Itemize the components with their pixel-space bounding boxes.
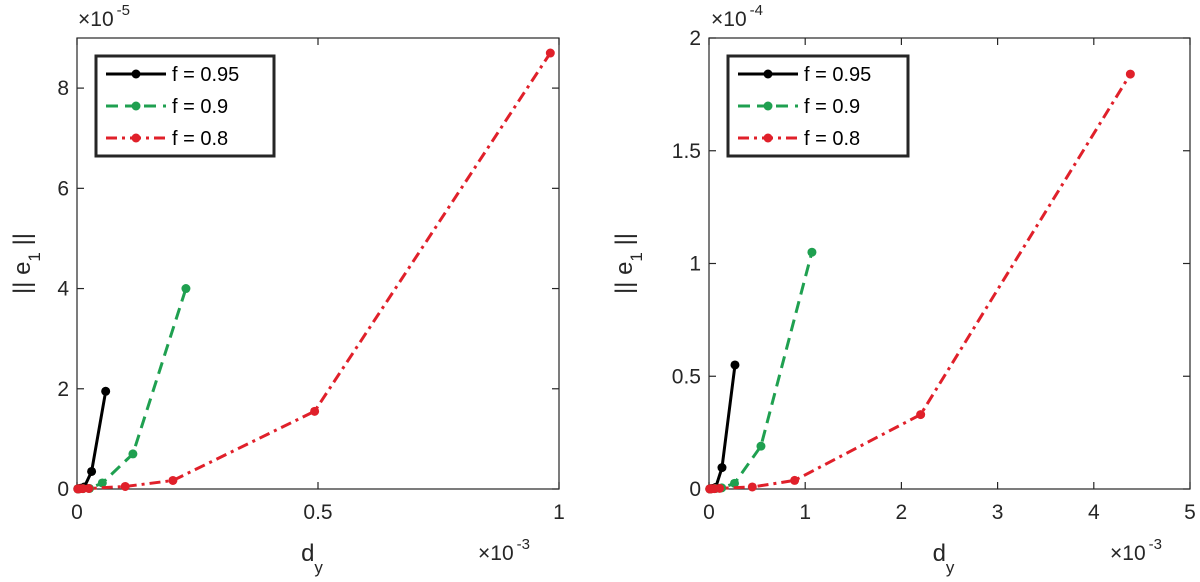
y-tick-label: 2 [57, 378, 69, 401]
data-point [730, 360, 740, 370]
legend-label: f = 0.95 [804, 64, 871, 86]
data-point [87, 466, 97, 476]
legend-marker [131, 133, 141, 143]
data-point [181, 284, 191, 294]
data-point [97, 478, 107, 488]
y-tick-label: 6 [57, 177, 69, 200]
x-tick-label: 0 [703, 501, 715, 524]
x-exponent-label: ×10 -3 [1110, 536, 1162, 565]
data-point [128, 449, 138, 459]
legend-marker [131, 69, 141, 79]
legend-label: f = 0.9 [172, 96, 228, 118]
x-tick-label: 1 [799, 501, 811, 524]
legend-label: f = 0.9 [804, 96, 860, 118]
x-tick-label: 0 [71, 501, 83, 524]
x-axis-label: dy [301, 540, 323, 577]
data-point [84, 483, 94, 493]
series-3 [73, 48, 555, 494]
legend-marker [763, 133, 773, 143]
y-tick-label: 0 [57, 478, 69, 501]
series-3 [705, 69, 1135, 494]
x-tick-label: 0.5 [303, 501, 332, 524]
data-point [101, 386, 111, 396]
y-exponent-label: ×10 -4 [711, 2, 763, 31]
data-point [120, 481, 130, 491]
data-point [545, 48, 555, 58]
y-tick-label: 1.5 [672, 140, 701, 163]
data-point [747, 482, 757, 492]
y-tick-label: 0.5 [672, 365, 701, 388]
data-point [168, 475, 178, 485]
legend: f = 0.95 f = 0.9 f = 0.8 [94, 54, 276, 158]
x-tick-label: 4 [1088, 501, 1100, 524]
data-point [1125, 69, 1135, 79]
x-axis-label: dy [933, 540, 955, 577]
y-exponent-label: ×10 -5 [78, 2, 130, 31]
legend-label: f = 0.95 [172, 64, 239, 86]
data-point [310, 406, 320, 416]
y-tick-label: 8 [57, 77, 69, 100]
data-point [790, 475, 800, 485]
data-point [715, 483, 725, 493]
data-point [916, 410, 926, 420]
legend-marker [763, 101, 773, 111]
data-point [807, 247, 817, 257]
x-tick-label: 5 [1184, 501, 1196, 524]
y-tick-label: 1 [689, 253, 701, 276]
x-tick-label: 1 [553, 501, 565, 524]
legend: f = 0.95 f = 0.9 f = 0.8 [726, 54, 910, 158]
chart-panel-2: 0 1 2 3 4 5 0 0.5 1 1.5 2 ×10 -4 ×10 -3 dy || e1 || f = 0… [611, 2, 1196, 577]
x-tick-label: 2 [896, 501, 908, 524]
legend-marker [763, 69, 773, 79]
data-point [717, 463, 727, 473]
legend-marker [131, 101, 141, 111]
y-tick-label: 2 [689, 27, 701, 50]
y-tick-label: 4 [57, 278, 69, 301]
x-exponent-label: ×10 -3 [478, 536, 530, 565]
y-tick-label: 0 [689, 478, 701, 501]
y-axis-label: || e1 || [9, 233, 44, 294]
data-point [756, 441, 766, 451]
x-tick-label: 3 [992, 501, 1004, 524]
legend-label: f = 0.8 [172, 128, 228, 150]
y-axis-label: || e1 || [611, 233, 646, 294]
legend-label: f = 0.8 [804, 128, 860, 150]
data-point [729, 478, 739, 488]
